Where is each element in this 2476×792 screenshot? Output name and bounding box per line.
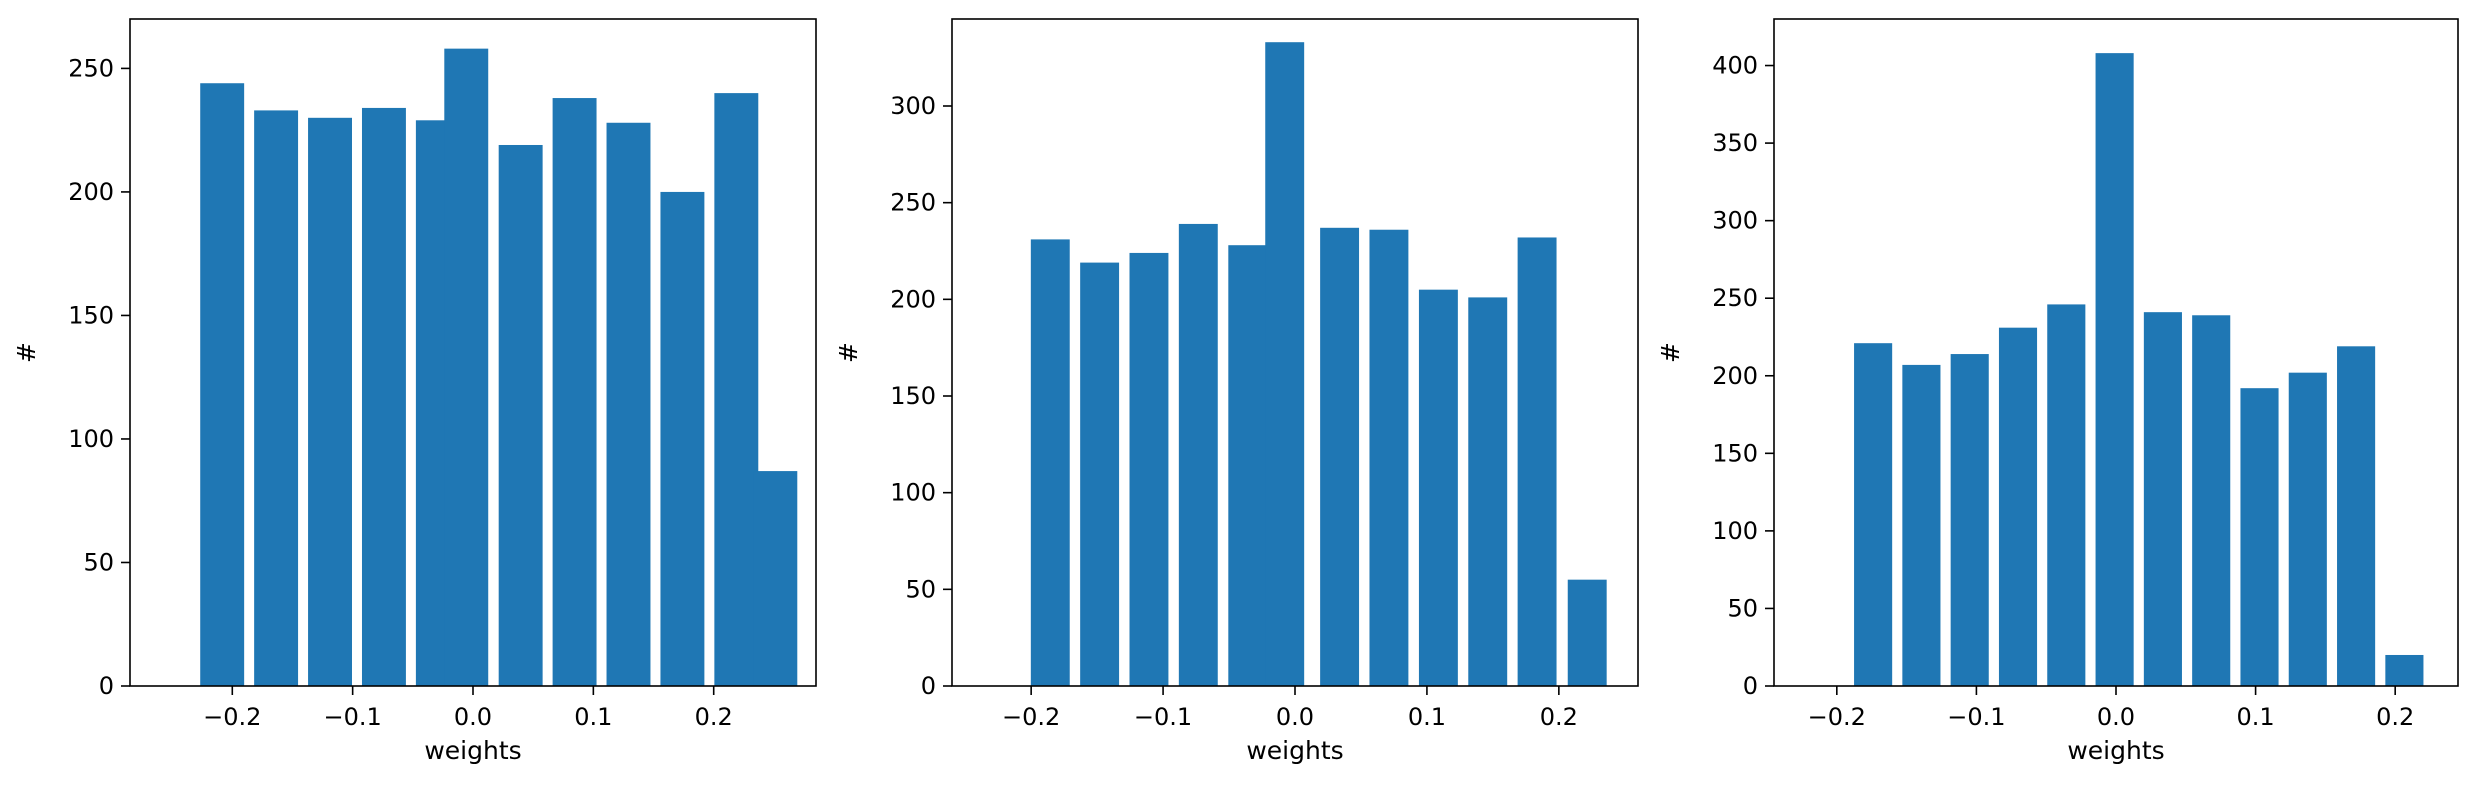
y-tick-label: 300	[1712, 207, 1758, 235]
bar	[2143, 312, 2182, 686]
y-tick-label: 50	[83, 548, 114, 576]
x-tick-label: 0.2	[695, 703, 733, 731]
bar	[714, 93, 759, 687]
x-tick-label: 0.1	[1408, 703, 1446, 731]
bar	[361, 107, 406, 687]
bar	[1080, 262, 1120, 686]
bar	[1030, 239, 1070, 686]
x-tick-label: −0.2	[203, 703, 261, 731]
chart-2: −0.2 −0.1 0.0 0.1 0.2 0 50 100 150 200 250 300 weigh…	[834, 18, 1639, 765]
x-axis-label: weights	[1246, 736, 1343, 765]
x-tick-label: 0.0	[1276, 703, 1314, 731]
x-tick-label: −0.2	[1808, 703, 1866, 731]
bar	[552, 98, 597, 687]
chart-3: −0.2 −0.1 0.0 0.1 0.2 0 50 100 150 200 250 300 350 40…	[1656, 18, 2459, 765]
x-tick-label: 0.2	[1540, 703, 1578, 731]
y-tick-label: 100	[1712, 517, 1758, 545]
x-tick-label: −0.2	[1002, 703, 1060, 731]
x-tick-label: 0.1	[2237, 703, 2275, 731]
bars	[1030, 42, 1607, 687]
y-tick-label: 100	[68, 425, 114, 453]
x-tick-label: −0.1	[324, 703, 382, 731]
bar	[1950, 354, 1989, 686]
bar	[1369, 229, 1409, 687]
x-tick-label: 0.2	[2376, 703, 2414, 731]
bar	[498, 144, 543, 687]
bar	[1129, 252, 1169, 686]
bar	[1854, 343, 1893, 686]
y-tick-label: 250	[1712, 284, 1758, 312]
bar	[753, 471, 798, 686]
y-axis: 0 50 100 150 200 250	[68, 54, 130, 700]
y-tick-label: 300	[890, 92, 936, 120]
x-axis-label: weights	[424, 736, 521, 765]
bar	[444, 48, 489, 686]
y-tick-label: 0	[1743, 672, 1758, 700]
bar	[1320, 227, 1360, 687]
bar	[2288, 372, 2327, 686]
bars	[200, 48, 798, 687]
y-tick-label: 200	[1712, 362, 1758, 390]
x-tick-label: 0.0	[2097, 703, 2135, 731]
x-tick-label: 0.1	[574, 703, 612, 731]
x-tick-label: −0.1	[1134, 703, 1192, 731]
charts: −0.2 −0.1 0.0 0.1 0.2 0 50 100 150 200 250 weights #…	[12, 18, 2459, 765]
y-tick-label: 200	[68, 178, 114, 206]
x-axis: −0.2 −0.1 0.0 0.1 0.2	[1002, 686, 1578, 731]
y-tick-label: 0	[921, 672, 936, 700]
bar	[1567, 579, 1607, 686]
bar	[2095, 53, 2134, 686]
bar	[200, 83, 245, 687]
x-axis: −0.2 −0.1 0.0 0.1 0.2	[203, 686, 733, 731]
x-axis-label: weights	[2067, 736, 2164, 765]
bar	[1998, 327, 2038, 686]
y-tick-label: 50	[1727, 594, 1758, 622]
x-axis: −0.2 −0.1 0.0 0.1 0.2	[1808, 686, 2414, 731]
bar	[1902, 364, 1941, 686]
bar	[1265, 42, 1305, 686]
y-tick-label: 250	[68, 54, 114, 82]
bar	[606, 122, 651, 686]
bar	[1178, 223, 1218, 686]
bar	[660, 191, 705, 686]
bar	[1517, 237, 1557, 686]
bar	[2337, 346, 2376, 686]
bar	[1418, 289, 1458, 686]
y-axis-label: #	[1656, 342, 1685, 363]
bars	[1854, 53, 2424, 686]
y-tick-label: 350	[1712, 129, 1758, 157]
y-tick-label: 150	[890, 382, 936, 410]
y-tick-label: 250	[890, 189, 936, 217]
bar	[2192, 315, 2231, 686]
bar	[1228, 245, 1268, 686]
bar	[308, 117, 352, 686]
y-tick-label: 0	[99, 672, 114, 700]
x-tick-label: 0.0	[454, 703, 492, 731]
y-axis-label: #	[12, 342, 41, 363]
y-tick-label: 200	[890, 285, 936, 313]
bar	[2385, 654, 2424, 686]
y-tick-label: 50	[905, 575, 936, 603]
chart-1: −0.2 −0.1 0.0 0.1 0.2 0 50 100 150 200 250 weights #	[12, 18, 817, 765]
y-axis: 0 50 100 150 200 250 300	[890, 92, 952, 700]
y-tick-label: 100	[890, 479, 936, 507]
bar	[2047, 304, 2086, 686]
y-tick-label: 150	[1712, 439, 1758, 467]
y-axis: 0 50 100 150 200 250 300 350 400	[1712, 52, 1774, 700]
y-axis-label: #	[834, 342, 863, 363]
bar	[2240, 388, 2279, 686]
y-tick-label: 150	[68, 301, 114, 329]
bar	[254, 110, 299, 686]
y-tick-label: 400	[1712, 52, 1758, 80]
bar	[1468, 297, 1508, 686]
x-tick-label: −0.1	[1947, 703, 2005, 731]
